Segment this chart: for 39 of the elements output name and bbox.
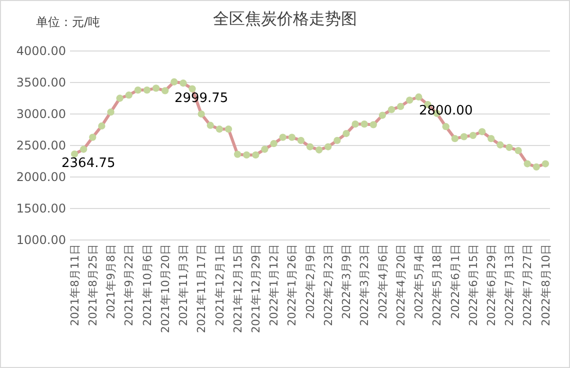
x-tick-label: 2021年11月17日 xyxy=(195,244,208,333)
text: 单位：元/吨 xyxy=(36,15,100,29)
x-tick-label: 2022年3月9日 xyxy=(340,244,354,319)
x-tick-label: 2022年1月26日 xyxy=(286,244,299,326)
x-tick-label: 2021年8月25日 xyxy=(86,244,100,326)
y-tick-label: 4000.00 xyxy=(16,44,66,58)
y-tick-label: 1000.00 xyxy=(16,232,66,247)
x-tick-label: 2022年7月27日 xyxy=(521,244,534,326)
x-tick-label: 2022年5月4日 xyxy=(412,244,426,319)
x-tick-label: 2021年12月15日 xyxy=(231,244,244,333)
y-tick-label: 1500.00 xyxy=(16,201,66,216)
x-tick-label: 2021年11月3日 xyxy=(177,244,190,326)
x-tick-label: 2022年5月18日 xyxy=(430,244,444,326)
x-tick-label: 2021年12月29日 xyxy=(250,244,263,333)
x-tick-label: 2022年6月15日 xyxy=(466,244,480,326)
x-tick-label: 2022年6月1日 xyxy=(448,244,462,319)
x-tick-label: 2022年4月20日 xyxy=(394,244,408,326)
data-label: 2800.00 xyxy=(418,104,473,119)
data-label: 2999.75 xyxy=(174,91,228,106)
x-tick-label: 2022年2月23日 xyxy=(322,244,335,326)
y-tick-label: 2500.00 xyxy=(16,138,66,152)
x-tick-label: 2022年3月23日 xyxy=(358,244,372,326)
y-tick-label: 3500.00 xyxy=(16,75,66,90)
x-tick-label: 2022年7月13日 xyxy=(503,244,516,326)
x-tick-label: 2022年8月10日 xyxy=(539,244,552,326)
data-label: 2364.75 xyxy=(62,156,116,172)
x-tick-label: 2021年10月20日 xyxy=(158,244,172,333)
y-tick-label: 3000.00 xyxy=(16,106,66,121)
y-tick-label: 2000.00 xyxy=(16,170,66,184)
x-tick-label: 2021年9月8日 xyxy=(104,244,118,319)
chart-title: 全区焦炭价格走势图 xyxy=(213,9,357,28)
x-tick-label: 2022年1月12日 xyxy=(268,244,281,326)
x-tick-label: 2022年2月9日 xyxy=(304,244,317,319)
x-tick-label: 2021年10月6日 xyxy=(140,244,154,326)
x-tick-label: 2021年9月22日 xyxy=(122,244,136,326)
x-tick-label: 2021年8月11日 xyxy=(68,244,82,326)
x-tick-label: 2022年6月29日 xyxy=(484,244,498,326)
x-tick-label: 2022年4月6日 xyxy=(376,244,390,319)
x-tick-label: 2021年12月1日 xyxy=(213,244,226,326)
